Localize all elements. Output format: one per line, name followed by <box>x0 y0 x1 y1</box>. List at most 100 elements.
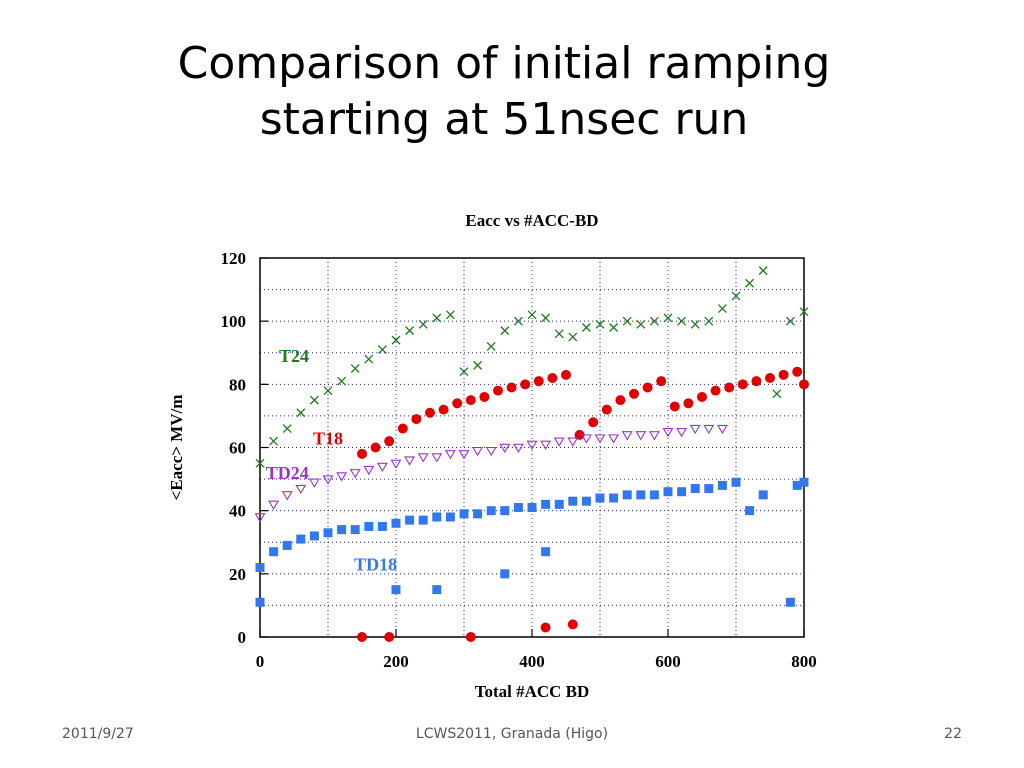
chart-container: Eacc vs #ACC-BD 0 200 400 600 800 0 20 40 60 80 100… <box>160 200 840 710</box>
data-point-t18 <box>765 373 775 384</box>
series-label-td24: TD24 <box>266 463 309 483</box>
y-tick-label: 20 <box>229 565 246 584</box>
y-tick-label: 60 <box>229 439 246 458</box>
data-point-t24 <box>459 367 469 377</box>
data-point-t18 <box>438 404 449 415</box>
data-point-t24 <box>337 376 347 386</box>
series-label-t18: T18 <box>313 428 343 448</box>
data-point-td24 <box>676 428 688 438</box>
data-point-t18 <box>629 388 639 399</box>
data-point-t18 <box>737 379 748 390</box>
data-point-t24 <box>595 319 605 329</box>
data-point-td18 <box>405 515 415 525</box>
data-point-td24 <box>281 491 293 501</box>
x-tick-label: 400 <box>519 652 545 671</box>
data-point-t18 <box>567 619 578 630</box>
data-point-t24 <box>473 360 483 370</box>
data-point-td18 <box>636 490 646 500</box>
data-point-td24 <box>404 456 416 466</box>
data-point-t24 <box>391 335 401 345</box>
y-axis-label: <Eacc> MV/m <box>167 395 186 501</box>
data-point-td24 <box>689 424 701 435</box>
data-point-td18 <box>432 585 442 595</box>
data-point-td24 <box>512 443 524 454</box>
data-point-t24 <box>649 316 659 326</box>
data-point-td18 <box>541 499 551 509</box>
data-point-td18 <box>500 506 510 516</box>
data-point-t18 <box>683 398 694 409</box>
data-point-t24 <box>377 345 387 355</box>
data-point-t24 <box>527 310 537 320</box>
data-point-td18 <box>541 547 551 557</box>
data-point-td24 <box>363 465 375 476</box>
page-number: 22 <box>944 726 962 742</box>
data-point-t18 <box>465 395 476 406</box>
x-tick-label: 600 <box>655 652 681 671</box>
data-point-t18 <box>411 414 422 425</box>
data-point-td18 <box>663 487 673 497</box>
data-point-td24 <box>308 478 320 488</box>
data-point-td24 <box>567 437 579 447</box>
x-axis-label: Total #ACC BD <box>475 682 590 701</box>
data-point-t24 <box>541 313 551 323</box>
x-tick-label: 0 <box>256 652 265 671</box>
data-point-t24 <box>432 313 442 323</box>
data-point-t24 <box>704 316 714 326</box>
data-point-t24 <box>309 395 319 405</box>
data-point-t18 <box>710 385 721 396</box>
data-point-td24 <box>580 434 592 444</box>
data-point-td24 <box>322 475 334 485</box>
data-point-t18 <box>615 395 626 406</box>
data-point-t24 <box>758 266 768 276</box>
data-point-t18 <box>601 404 612 415</box>
y-tick-label: 100 <box>221 312 247 331</box>
data-point-td18 <box>527 503 537 513</box>
data-point-td24 <box>472 446 484 457</box>
data-point-td24 <box>431 453 443 463</box>
data-point-td24 <box>268 500 280 510</box>
data-point-td24 <box>485 446 497 457</box>
data-point-td24 <box>458 450 470 460</box>
data-point-t18 <box>724 382 735 393</box>
data-point-t18 <box>697 391 707 402</box>
data-point-t24 <box>785 316 795 326</box>
data-point-t24 <box>282 424 292 434</box>
data-point-t24 <box>500 326 510 336</box>
data-point-t18 <box>792 366 803 377</box>
data-point-td24 <box>608 434 620 444</box>
data-point-t18 <box>384 436 395 447</box>
data-point-t18 <box>533 376 544 387</box>
data-point-td18 <box>459 509 469 519</box>
data-point-t18 <box>669 401 680 412</box>
data-point-td24 <box>295 484 307 495</box>
data-point-t18 <box>493 385 503 396</box>
data-point-td18 <box>785 597 795 607</box>
data-point-t18 <box>520 379 531 390</box>
slide-title-line-1: Comparison of initial ramping <box>177 38 831 89</box>
data-point-t24 <box>690 319 700 329</box>
data-point-td18 <box>609 493 619 503</box>
data-point-td18 <box>269 547 279 557</box>
data-point-t18 <box>642 382 653 393</box>
data-point-t18 <box>656 376 667 387</box>
data-point-td18 <box>595 493 605 503</box>
footer-date: 2011/9/27 <box>62 726 134 742</box>
data-point-t24 <box>296 408 306 418</box>
data-point-td18 <box>296 534 306 544</box>
series-label-t24: T24 <box>279 346 309 366</box>
data-point-t18 <box>425 407 435 418</box>
x-tick-label: 800 <box>791 652 817 671</box>
data-point-td18 <box>364 521 374 531</box>
chart-title: Eacc vs #ACC-BD <box>465 211 598 230</box>
data-point-td24 <box>254 513 266 523</box>
data-point-td18 <box>391 518 401 528</box>
data-point-t24 <box>799 307 809 317</box>
slide-title-line-2: starting at 51nsec run <box>259 94 749 145</box>
y-tick-label: 120 <box>221 249 247 268</box>
data-point-t24 <box>323 386 333 396</box>
data-point-td18 <box>432 512 442 522</box>
slide-title: Comparison of initial ramping starting a… <box>0 36 1008 148</box>
data-point-td24 <box>553 437 565 447</box>
data-point-t24 <box>609 323 619 332</box>
data-point-t24 <box>731 291 741 301</box>
